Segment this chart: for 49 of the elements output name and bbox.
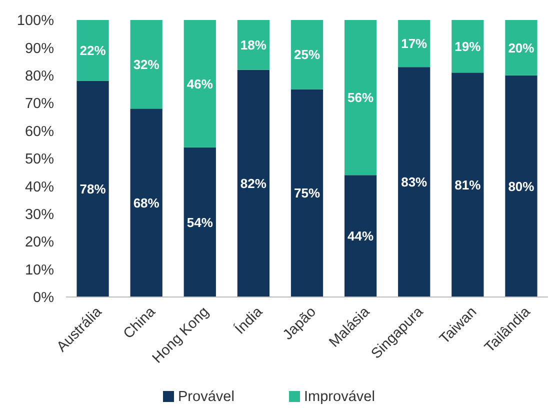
y-tick-label: 70% [24, 96, 54, 112]
bar [184, 20, 216, 148]
data-label: 25% [294, 47, 320, 62]
data-label: 83% [401, 174, 428, 190]
y-tick-label: 20% [24, 234, 54, 251]
data-label: 17% [401, 36, 428, 52]
bar [237, 70, 270, 297]
bar [290, 89, 324, 297]
y-tick-label: 40% [24, 179, 54, 196]
bar [130, 20, 162, 109]
bar [237, 20, 270, 70]
data-label: 75% [294, 186, 320, 201]
bar [290, 20, 324, 90]
y-tick-label: 80% [24, 68, 54, 84]
bar [184, 147, 216, 297]
y-tick-label: 0% [33, 290, 54, 306]
data-label: 82% [240, 176, 267, 191]
data-label: 19% [454, 38, 482, 54]
bar [130, 108, 162, 297]
y-tick-label: 50% [24, 152, 54, 168]
data-label: 32% [133, 56, 160, 72]
data-label: 22% [80, 43, 106, 58]
bar [452, 72, 484, 297]
data-label: 81% [454, 177, 482, 192]
bar [505, 75, 538, 297]
y-tick-label: 100% [16, 13, 54, 30]
bar [76, 20, 109, 81]
y-tick-label: 10% [24, 262, 54, 278]
data-label: 54% [186, 214, 214, 230]
data-label: 78% [80, 182, 106, 197]
bar [76, 80, 109, 297]
legend-label: Improvável [304, 389, 375, 405]
bar [452, 20, 484, 73]
y-tick-label: 30% [24, 206, 54, 223]
data-label: 56% [348, 90, 374, 106]
bar [505, 20, 538, 76]
data-label: 80% [508, 178, 535, 194]
data-label: 46% [186, 76, 214, 92]
bar [344, 175, 377, 297]
data-label: 18% [240, 37, 267, 52]
data-label: 44% [348, 228, 374, 244]
data-label: 20% [508, 40, 535, 56]
legend-label: Provável [178, 389, 234, 405]
bar [398, 20, 430, 68]
y-tick-label: 60% [24, 124, 54, 140]
data-label: 68% [133, 195, 160, 210]
bar [344, 20, 377, 176]
bar [398, 67, 430, 297]
y-tick-label: 90% [24, 40, 54, 57]
